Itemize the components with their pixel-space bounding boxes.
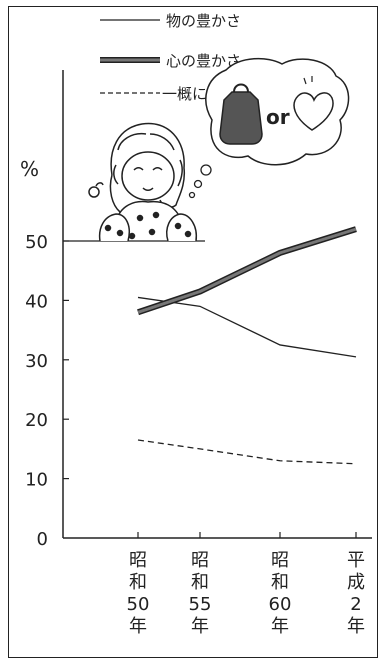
series-line-1-inner [137, 227, 357, 314]
x-tick-label-0-1: 和 [129, 572, 147, 593]
y-tick-label-4: 40 [25, 291, 48, 312]
bag-icon [219, 91, 263, 145]
y-tick-label-1: 10 [25, 470, 48, 491]
x-tick-label-1-0: 昭 [191, 550, 209, 571]
x-tick-label-3-0: 平 [347, 550, 365, 571]
x-tick-label-1-2: 55 [189, 594, 212, 615]
y-tick-label-5: 50 [25, 232, 48, 253]
x-tick-label-1-1: 和 [191, 572, 209, 593]
or-text: or [266, 105, 290, 129]
x-tick-label-2-1: 和 [271, 572, 289, 593]
series-line-0 [137, 296, 357, 358]
series-lines [137, 226, 357, 465]
y-tick-label-2: 20 [25, 410, 48, 431]
x-tick-label-3-3: 年 [347, 616, 365, 637]
legend-label-0: 物の豊かさ [166, 12, 241, 30]
y-tick-label-0: 0 [37, 529, 48, 550]
heart-icon [293, 92, 334, 131]
legend-label-1: 心の豊かさ [166, 52, 241, 70]
chart-frame [8, 6, 378, 658]
x-tick-label-0-0: 昭 [129, 550, 147, 571]
x-tick-label-2-3: 年 [271, 616, 289, 637]
x-tick-label-3-2: 2 [350, 594, 361, 615]
x-tick-label-1-3: 年 [191, 616, 209, 637]
x-tick-label-2-0: 昭 [271, 550, 289, 571]
x-tick-label-3-1: 成 [347, 572, 365, 593]
x-tick-label-0-3: 年 [129, 616, 147, 637]
x-tick-label-2-2: 60 [269, 594, 292, 615]
y-axis-label: % [20, 157, 39, 181]
girl-illustration [88, 122, 198, 242]
thought-bubble: or [188, 57, 350, 199]
x-tick-label-0-2: 50 [127, 594, 150, 615]
y-tick-label-3: 30 [25, 351, 48, 372]
y-ticks: 0 10 20 30 40 50 [25, 232, 69, 550]
series-line-2 [137, 439, 357, 465]
